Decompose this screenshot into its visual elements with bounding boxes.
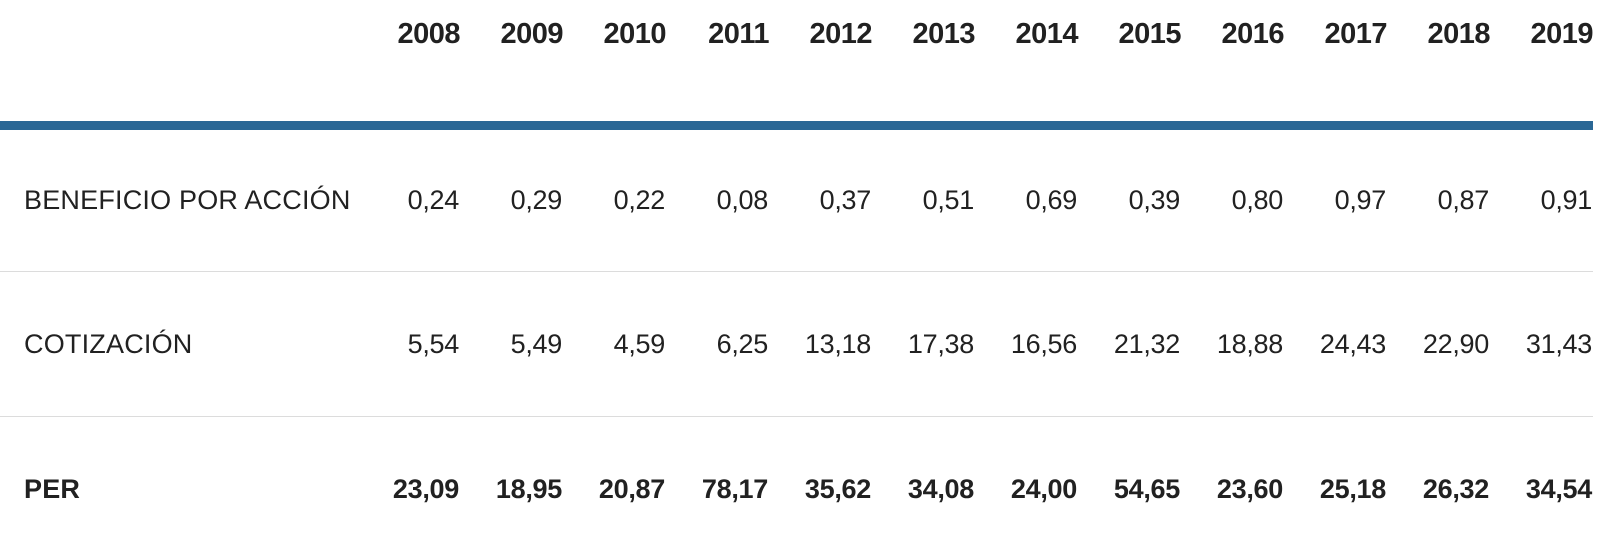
- corner-cell: [0, 0, 357, 130]
- value-cell: 23,60: [1216, 473, 1283, 504]
- value-cell: 0,80: [1231, 185, 1284, 215]
- table-row: COTIZACIÓN 5,54 5,49 4,59 6,25 13,18 17,38 16,5…: [0, 272, 1593, 417]
- value-cell: 5,54: [407, 328, 460, 359]
- value-cell: 20,87: [598, 473, 665, 504]
- year-header-cell: 2016: [1181, 0, 1285, 130]
- value-cell: 0,97: [1334, 185, 1387, 215]
- year-header-cell: 2014: [975, 0, 1079, 130]
- value-cell: 23,09: [392, 473, 459, 504]
- value-cell: 25,18: [1319, 473, 1386, 504]
- value-cell: 21,32: [1113, 328, 1180, 359]
- value-cell: 0,22: [613, 185, 666, 215]
- value-cell: 16,56: [1010, 328, 1077, 359]
- year-header-cell: 2012: [769, 0, 873, 130]
- year-header-cell: 2011: [666, 0, 770, 130]
- year-header-cell: 2010: [563, 0, 667, 130]
- value-cell: 35,62: [804, 473, 871, 504]
- value-cell: 26,32: [1422, 473, 1489, 504]
- year-header-cell: 2018: [1387, 0, 1491, 130]
- value-cell: 0,91: [1540, 185, 1593, 215]
- year-header-cell: 2017: [1284, 0, 1388, 130]
- year-header-cell: 2008: [357, 0, 461, 130]
- value-cell: 13,18: [804, 328, 871, 359]
- value-cell: 0,69: [1025, 185, 1078, 215]
- table-row: PER 23,09 18,95 20,87 78,17 35,62 34,08 24,00 54…: [0, 417, 1593, 558]
- value-cell: 0,29: [510, 185, 563, 215]
- value-cell: 22,90: [1422, 328, 1489, 359]
- value-cell: 17,38: [907, 328, 974, 359]
- value-cell: 31,43: [1525, 328, 1592, 359]
- year-header-cell: 2009: [460, 0, 564, 130]
- value-cell: 54,65: [1113, 473, 1180, 504]
- value-cell: 18,88: [1216, 328, 1283, 359]
- value-cell: 4,59: [613, 328, 666, 359]
- row-label: BENEFICIO POR ACCIÓN: [24, 185, 351, 215]
- year-header-cell: 2019: [1490, 0, 1594, 130]
- value-cell: 0,24: [407, 185, 460, 215]
- value-cell: 6,25: [716, 328, 769, 359]
- row-label: PER: [24, 473, 81, 504]
- header-row: 2008 2009 2010 2011 2012 2013 2014 2015 2016 2017…: [0, 0, 1594, 130]
- year-header-cell: 2013: [872, 0, 976, 130]
- value-cell: 0,08: [716, 185, 769, 215]
- value-cell: 0,37: [819, 185, 872, 215]
- value-cell: 34,54: [1525, 473, 1592, 504]
- table-row: BENEFICIO POR ACCIÓN 0,24 0,29 0,22 0,08 0,37…: [0, 126, 1593, 272]
- value-cell: 0,51: [922, 185, 975, 215]
- table-header: 2008 2009 2010 2011 2012 2013 2014 2015 2016 2017…: [0, 0, 1594, 130]
- value-cell: 24,43: [1319, 328, 1386, 359]
- value-cell: 78,17: [701, 473, 768, 504]
- value-cell: 18,95: [495, 473, 562, 504]
- year-header-cell: 2015: [1078, 0, 1182, 130]
- row-label: COTIZACIÓN: [24, 328, 193, 359]
- value-cell: 34,08: [907, 473, 974, 504]
- value-cell: 0,87: [1437, 185, 1490, 215]
- table-body: BENEFICIO POR ACCIÓN 0,24 0,29 0,22 0,08 0,37…: [0, 126, 1593, 558]
- value-cell: 5,49: [510, 328, 563, 359]
- value-cell: 0,39: [1128, 185, 1181, 215]
- value-cell: 24,00: [1010, 473, 1077, 504]
